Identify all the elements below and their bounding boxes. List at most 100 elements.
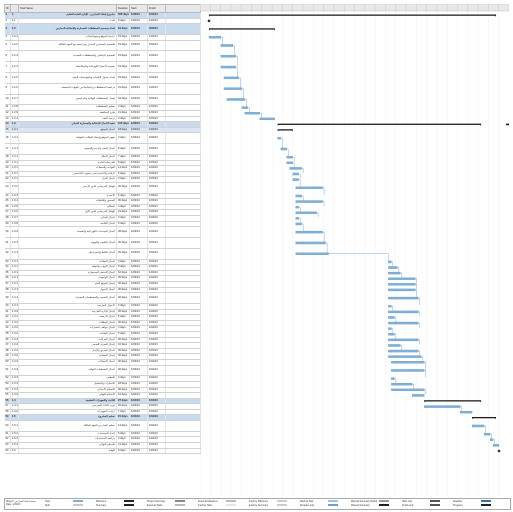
table-row[interactable]: 51 1.3.30 أعمال التشطيبات النهائية 30 days 1… — [4, 365, 201, 377]
table-row[interactable]: 42 1.3.21 أعمال الأرصفة 5 days 1/03/13 1/04/1… — [4, 314, 201, 321]
row-finish: 1/04/13 — [147, 387, 166, 394]
column-header-finish[interactable]: Finish — [147, 4, 166, 13]
table-row[interactable]: 33 1.3.12 أعمال الدهانات 3 days 1/03/13 1/04/… — [4, 259, 201, 266]
table-row[interactable]: 45 1.3.24 أعمال الملاعب 5 days 1/03/13 1/04/1… — [4, 331, 201, 338]
table-row[interactable]: 30 1.3.9 أعمال التمديدات الكهربائية والصحي… — [4, 226, 201, 239]
table-row[interactable]: 27 1.3.6 الهيكل الخرساني للدور الأول 21 day… — [4, 209, 201, 217]
row-start: 1/04/13 — [129, 398, 148, 405]
gantt-summary-end-cap — [479, 400, 482, 403]
table-row[interactable]: 34 1.3.13 أعمال الأبواب والنوافذ 8 days 1/03… — [4, 264, 201, 271]
row-id-cell: 56 — [4, 398, 11, 405]
table-row[interactable]: 1 1 مشروع إنشاء المدارس - الإدارة العامة ل… — [4, 12, 201, 19]
table-row[interactable]: 11 1.2.8 تسليم المخططات 3 days 1/02/13 1/02/1… — [4, 104, 201, 111]
table-row[interactable]: 63 1.5.4 التسليم النهائي 21 days 1/04/13 1/04… — [4, 442, 201, 449]
table-row[interactable]: 64 1.6 النهاية 0 days 1/04/13 1/04/13 — [4, 448, 201, 455]
gantt-summary-start-cap — [208, 28, 211, 31]
row-wbs-cell: 1.3.23 — [10, 325, 19, 332]
row-task-name: التنظيف — [18, 375, 117, 382]
table-row[interactable]: 10 1.2.7 إصدار المخططات النهائية والتراخيص… — [4, 94, 201, 106]
table-row[interactable]: 57 1.4.1 توريد الأثاث المدرسي 20 days 1/04/1… — [4, 403, 201, 410]
gantt-task-bar — [483, 432, 491, 436]
table-row[interactable]: 56 1.4 التأثيث والتجهيزات التعليمية 27 days… — [4, 398, 201, 405]
row-wbs-cell: 1.3.18 — [10, 292, 19, 304]
row-wbs-cell: 1.3.9 — [10, 226, 19, 239]
row-start: 1/02/13 — [129, 72, 148, 84]
row-start: 1/04/13 — [129, 409, 148, 416]
table-row[interactable]: 9 1.2.6 مراجعة المخططات واعتمادها من الجها… — [4, 83, 201, 95]
row-start: 1/03/13 — [129, 314, 148, 321]
table-row[interactable]: 3 1.2 إعداد وتصميم المخططات المعمارية والإ… — [4, 23, 201, 35]
row-wbs-cell: 1.3.11 — [10, 248, 19, 260]
table-row[interactable]: 59 1.5 تسليم المشروع 15 days 1/04/13 1/04/13 — [4, 414, 201, 422]
table-row[interactable]: 5 1.2.2 التصميم المعماري المبدئي ومراجعته … — [4, 40, 201, 52]
row-finish: 1/03/13 — [147, 171, 166, 178]
column-header-duration[interactable]: Duration — [116, 4, 130, 13]
row-finish: 1/04/13 — [147, 398, 166, 405]
table-row[interactable]: 12 1.2.9 طرح المناقصة 21 days 1/02/13 1/02/13 — [4, 110, 201, 117]
table-row[interactable]: 15 1.3.1 أعمال الموقع 18 days 1/03/13 1/03/13 — [4, 127, 201, 134]
row-finish: 1/04/13 — [147, 314, 166, 321]
table-row[interactable]: 60 1.5.1 تسليم المدارس للجهة المالكة 13 day… — [4, 420, 201, 432]
table-row[interactable]: 49 1.3.28 أعمال المصاعد 30 days 1/03/13 1/04/… — [4, 353, 201, 360]
row-id-cell: 42 — [4, 314, 11, 321]
row-wbs-cell: 1.3.25 — [10, 337, 19, 344]
table-row[interactable]: 46 1.3.25 أعمال الخزانات 30 days 1/03/13 1/04… — [4, 337, 201, 344]
table-row[interactable]: 23 1.3.2 الهيكل الخرساني للدور الأرضي 30 da… — [4, 182, 201, 194]
table-row[interactable]: 25 1.3.4 الجسور والبلاطات 30 days 1/03/13 1/0… — [4, 198, 201, 205]
column-header-predecessors[interactable] — [165, 4, 201, 13]
row-task-name: تصميم الأعمال الكهربائية والميكانيكية — [18, 61, 117, 73]
row-finish: 1/03/13 — [147, 132, 166, 145]
table-row[interactable]: 28 1.3.7 أعمال المباني 3 days 1/03/13 1/03/13 — [4, 215, 201, 222]
row-start: 1/03/13 — [129, 226, 148, 239]
row-id-cell: 32 — [4, 248, 11, 260]
row-id-cell: 25 — [4, 198, 11, 205]
table-row[interactable]: 47 1.3.26 أعمال الصرف الصحي 10 days 1/03/13 1… — [4, 342, 201, 349]
row-finish: 1/03/13 — [147, 204, 166, 211]
table-row[interactable]: 14 1.3 تنفيذ الأعمال الإنشائية والمعمارية … — [4, 121, 201, 128]
table-row[interactable]: 54 1.3.33 الاستلام الابتدائي 30 days 1/03/13… — [4, 387, 201, 394]
table-row[interactable]: 13 1.2.10 ترسية العقد 3 days 1/02/13 1/02/13 — [4, 116, 201, 123]
table-row[interactable]: 52 1.3.31 التنظيف 3 days 1/03/13 1/04/13 — [4, 375, 201, 382]
row-start: 1/03/13 — [129, 171, 148, 178]
table-row[interactable]: 55 1.3.34 الاستلام النهائي 10 days 1/04/13 1/… — [4, 392, 201, 399]
gantt-dependency-link — [391, 261, 394, 267]
table-row[interactable]: 58 1.4.2 تركيب التجهيزات 7 days 1/04/13 1/04/… — [4, 409, 201, 416]
gantt-task-bar — [286, 156, 293, 159]
table-row[interactable]: 35 1.3.14 أعمال الأسقف المستعارة 10 days 1/0… — [4, 270, 201, 277]
table-row[interactable]: 4 1.2.1 دراسة الموقع وجمع البيانات 15 days 1… — [4, 34, 201, 41]
table-row[interactable]: 61 1.5.2 إعداد المستندات 5 days 1/04/13 1/04/… — [4, 431, 201, 438]
table-row[interactable]: 211.3.1.6الرقاب والأعمدة حتى منسوب التأس… — [4, 171, 201, 178]
table-row[interactable]: 44 1.3.23 أعمال مواقف السيارات 3 days 1/03/1… — [4, 325, 201, 332]
table-row[interactable]: 53 1.3.32 الاختبارات والتشغيل 18 days 1/03/1… — [4, 381, 201, 388]
table-row[interactable]: 41 1.3.20 أعمال الإنارة الخارجية 30 days 1/0… — [4, 309, 201, 316]
column-header-wbs[interactable] — [10, 4, 19, 13]
table-row[interactable]: 31 1.3.10 أعمال التكييف والتهوية 30 days 1/0… — [4, 237, 201, 249]
table-row[interactable]: 32 1.3.11 أعمال البلاط والسيراميك 30 days 1/… — [4, 248, 201, 260]
table-row[interactable]: 40 1.3.19 الأعمال الخارجية 3 days 1/03/13 1/0… — [4, 303, 201, 310]
row-wbs-cell: 1.3.26 — [10, 342, 19, 349]
table-row[interactable]: 29 1.3.8 أعمال اللياسة 5 days 1/03/13 1/03/13 — [4, 221, 201, 228]
table-row[interactable]: 26 1.3.5 السلالم 4 days 1/03/13 1/03/13 — [4, 204, 201, 211]
table-row[interactable]: 6 1.2.3 التصميم الإنشائي والمخططات التنفيذ… — [4, 50, 201, 63]
column-header-start[interactable]: Start — [129, 4, 148, 13]
legend-item-label: Inactive Milestone — [249, 499, 269, 503]
table-row[interactable]: 43 1.3.22 أعمال المظلات 30 days 1/03/13 1/04/… — [4, 320, 201, 327]
row-task-name: البدء — [18, 18, 117, 25]
table-row[interactable]: 62 1.5.3 مراجعة المستندات 3 days 1/04/13 1/04… — [4, 436, 201, 444]
row-wbs-cell: 1.4.1 — [10, 403, 19, 410]
table-row[interactable]: 7 1.2.4 تصميم الأعمال الكهربائية والميكاني… — [4, 61, 201, 73]
row-duration: 14 days — [116, 165, 130, 172]
table-row[interactable]: 24 1.3.3 الأعمدة 5 days 1/03/13 1/03/13 — [4, 193, 201, 200]
table-row[interactable]: 48 1.3.27 أعمال الحريق والإنذار 30 days 1/03… — [4, 348, 201, 355]
table-row[interactable]: 36 1.3.15 أعمال الواجهات 30 days 1/03/13 1/04… — [4, 275, 201, 282]
table-row[interactable]: 8 1.2.5 إعداد جداول الكميات والمواصفات الف… — [4, 72, 201, 84]
column-header-task-name[interactable]: Task Name — [18, 4, 117, 13]
table-row[interactable]: 39 1.3.18 أعمال التشجير والمسطحات الخضراء 3… — [4, 292, 201, 304]
table-row[interactable]: 50 1.3.29 أعمال الاتصالات 30 days 1/03/13 1/0… — [4, 359, 201, 366]
row-duration: 3 days — [116, 259, 130, 266]
